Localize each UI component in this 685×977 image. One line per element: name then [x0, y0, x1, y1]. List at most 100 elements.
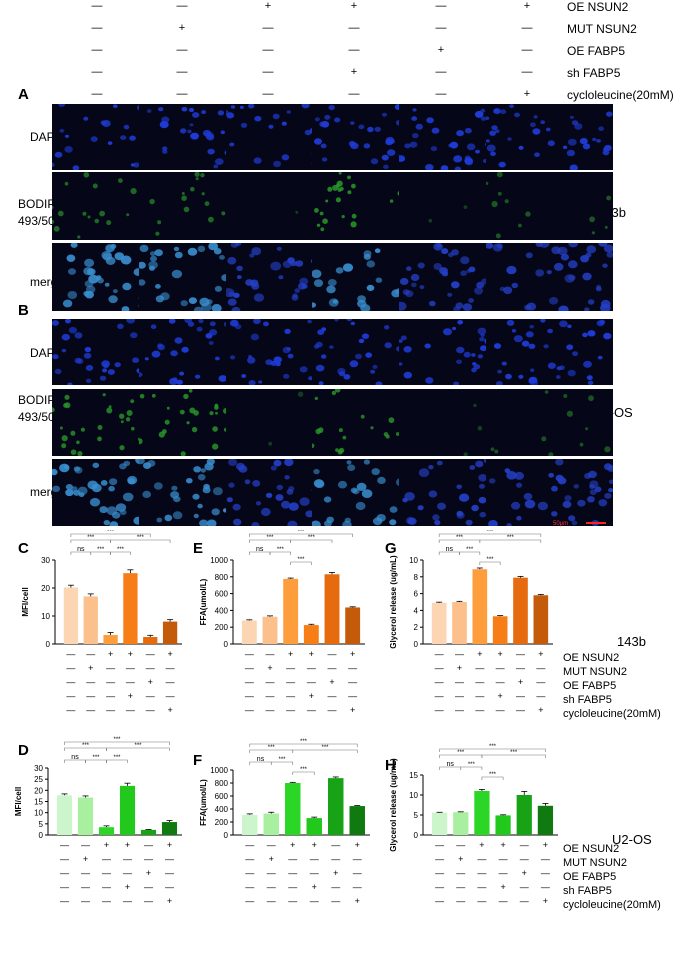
- condition-sign: +: [312, 882, 317, 892]
- y-tick-label: 6: [414, 590, 419, 599]
- significance-bracket: [438, 533, 542, 537]
- condition-sign: +: [355, 840, 360, 850]
- significance-label: ***: [457, 750, 465, 756]
- y-axis-label: FFA(umol/L): [199, 578, 208, 625]
- y-tick-label: 20: [34, 786, 43, 795]
- y-tick-label: 1000: [210, 766, 228, 775]
- condition-sign: —: [435, 882, 444, 892]
- condition-sign: —: [267, 840, 276, 850]
- condition-sign: —: [455, 649, 464, 659]
- condition-sign: —: [165, 868, 174, 878]
- bar: [431, 812, 448, 835]
- condition-sign: —: [477, 868, 486, 878]
- bar: [77, 797, 94, 835]
- bar: [349, 806, 365, 835]
- condition-sign: —: [91, 66, 103, 78]
- condition-sign: +: [458, 854, 463, 864]
- y-tick-label: 200: [215, 818, 229, 827]
- condition-sign: —: [86, 691, 95, 701]
- condition-sign: +: [543, 840, 548, 850]
- condition-sign: —: [496, 663, 505, 673]
- y-tick-label: 400: [215, 606, 229, 615]
- condition-sign: +: [538, 649, 543, 659]
- significance-bracket: [110, 539, 171, 543]
- condition-sign: —: [541, 882, 550, 892]
- condition-sign: —: [66, 705, 75, 715]
- condition-sign: +: [128, 691, 133, 701]
- condition-sign: +: [104, 840, 109, 850]
- scale-bar-label: 50μm: [553, 521, 569, 527]
- condition-sign: —: [165, 854, 174, 864]
- y-tick-label: 0: [414, 831, 419, 840]
- merge-micrograph: [486, 459, 613, 526]
- significance-label: ***: [87, 535, 95, 541]
- condition-label: OE FABP5: [563, 871, 616, 883]
- bar: [283, 578, 299, 644]
- condition-sign: —: [144, 854, 153, 864]
- condition-label: OE FABP5: [563, 680, 616, 692]
- chart-cell-line-143b: 143b: [617, 634, 646, 649]
- chart-cell-line-u2os: U2-OS: [612, 832, 652, 847]
- condition-sign: —: [520, 896, 529, 906]
- condition-sign: +: [350, 66, 358, 78]
- condition-sign: —: [353, 854, 362, 864]
- condition-sign: +: [350, 0, 358, 12]
- y-tick-label: 800: [215, 573, 229, 582]
- significance-label: ***: [486, 530, 494, 535]
- y-tick-label: 600: [215, 792, 229, 801]
- condition-sign: —: [455, 705, 464, 715]
- significance-bracket: [292, 771, 315, 775]
- bar: [495, 815, 511, 835]
- condition-sign: —: [60, 854, 69, 864]
- condition-sign: —: [91, 44, 103, 56]
- condition-sign: —: [455, 691, 464, 701]
- condition-sign: —: [146, 649, 155, 659]
- bar: [262, 616, 278, 644]
- significance-bracket: [269, 551, 291, 555]
- condition-sign: —: [477, 854, 486, 864]
- condition-sign: —: [102, 896, 111, 906]
- condition-sign: —: [266, 677, 275, 687]
- condition-sign: —: [348, 677, 357, 687]
- condition-sign: —: [86, 677, 95, 687]
- condition-sign: —: [106, 691, 115, 701]
- condition-sign: —: [499, 854, 508, 864]
- y-tick-label: 0: [39, 831, 44, 840]
- condition-sign: —: [91, 88, 103, 100]
- condition-sign: +: [264, 0, 272, 12]
- condition-sign: —: [146, 691, 155, 701]
- condition-sign: —: [435, 0, 447, 12]
- condition-sign: —: [66, 649, 75, 659]
- y-tick-label: 8: [414, 573, 419, 582]
- condition-sign: —: [60, 840, 69, 850]
- y-tick-label: 0: [224, 640, 229, 649]
- condition-sign: —: [106, 677, 115, 687]
- condition-sign: —: [516, 705, 525, 715]
- chart-panel-letter: G: [385, 540, 397, 557]
- condition-sign: +: [350, 649, 355, 659]
- condition-sign: +: [167, 649, 172, 659]
- condition-sign: —: [475, 705, 484, 715]
- condition-sign: +: [355, 896, 360, 906]
- condition-sign: —: [536, 691, 545, 701]
- condition-sign: —: [146, 705, 155, 715]
- condition-sign: —: [435, 705, 444, 715]
- condition-sign: —: [60, 882, 69, 892]
- condition-sign: —: [456, 840, 465, 850]
- condition-sign: +: [522, 868, 527, 878]
- condition-sign: —: [475, 663, 484, 673]
- condition-sign: +: [523, 0, 531, 12]
- condition-sign: +: [538, 705, 543, 715]
- chart-panel-letter: D: [18, 742, 29, 759]
- condition-sign: +: [500, 882, 505, 892]
- condition-sign: —: [126, 705, 135, 715]
- condition-sign: —: [348, 44, 360, 56]
- condition-sign: —: [288, 896, 297, 906]
- bar: [452, 602, 467, 644]
- condition-sign: —: [435, 663, 444, 673]
- condition-sign: —: [516, 649, 525, 659]
- condition-sign: —: [435, 677, 444, 687]
- condition-label: sh FABP5: [563, 694, 612, 706]
- condition-sign: —: [435, 896, 444, 906]
